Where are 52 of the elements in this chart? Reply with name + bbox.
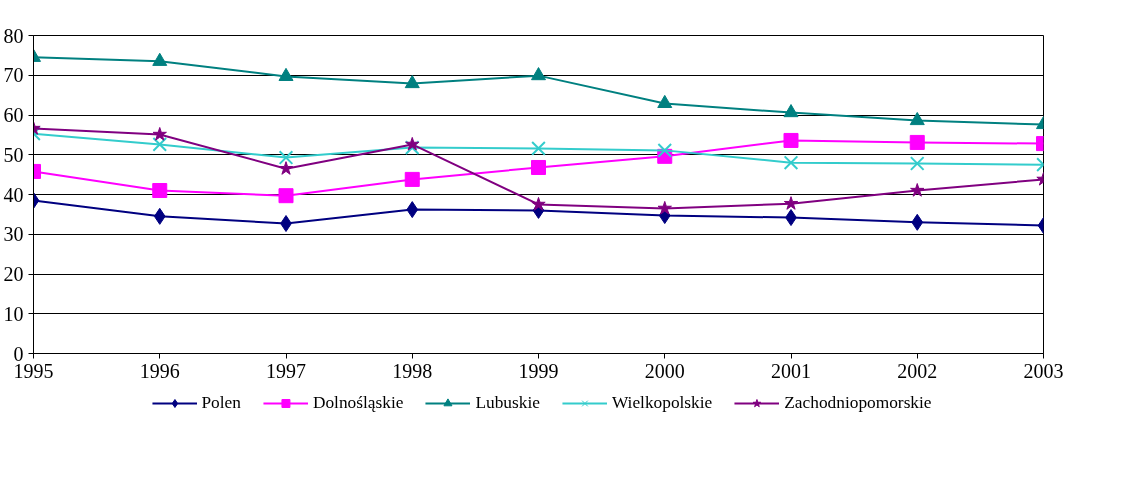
point [152, 126, 167, 141]
point [783, 104, 799, 118]
point [657, 143, 673, 158]
x-tick-label: 1999 [518, 359, 559, 382]
y-tick-label: 0 [13, 342, 24, 365]
point [278, 161, 294, 175]
point [405, 136, 420, 151]
point [153, 207, 166, 225]
point [531, 141, 546, 156]
point [278, 67, 294, 81]
legend-label: Zachodniopomorskie [784, 392, 932, 413]
y-tick-label: 40 [3, 183, 24, 206]
point [910, 183, 925, 197]
point [152, 52, 168, 66]
point [783, 132, 799, 148]
point [909, 111, 925, 126]
legend-label: Lubuskie [475, 392, 540, 413]
legend-label: Wielkopolskie [611, 392, 713, 413]
point [404, 140, 420, 155]
legend-label: Dolnośląskie [312, 392, 404, 413]
point [152, 137, 168, 152]
x-tick-label: 2001 [771, 359, 811, 382]
point [909, 134, 925, 150]
y-tick-label: 30 [3, 223, 24, 246]
point [783, 196, 799, 210]
x-tick-label: 2000 [644, 359, 685, 382]
point [657, 94, 673, 109]
point [657, 200, 672, 215]
point [783, 155, 799, 171]
x-tick-label: 2003 [1023, 359, 1064, 382]
point [278, 188, 294, 204]
point [406, 201, 419, 219]
legend-label: Polen [201, 392, 241, 413]
y-tick-label: 80 [3, 24, 24, 47]
y-tick-label: 10 [3, 302, 24, 325]
point [911, 213, 924, 231]
y-tick-label: 20 [3, 263, 24, 285]
point [404, 75, 420, 89]
x-tick-label: 1997 [266, 359, 306, 382]
point [531, 159, 546, 175]
y-tick-label: 50 [3, 143, 24, 166]
x-tick-label: 1998 [392, 359, 433, 382]
x-tick-label: 2002 [897, 359, 938, 382]
point [404, 171, 420, 187]
y-tick-label: 70 [3, 64, 24, 87]
point [278, 150, 294, 165]
y-tick-label: 60 [3, 104, 24, 126]
point [531, 196, 546, 211]
x-tick-label: 1996 [139, 359, 180, 382]
point [531, 67, 546, 81]
point [909, 156, 925, 171]
point [152, 183, 168, 199]
